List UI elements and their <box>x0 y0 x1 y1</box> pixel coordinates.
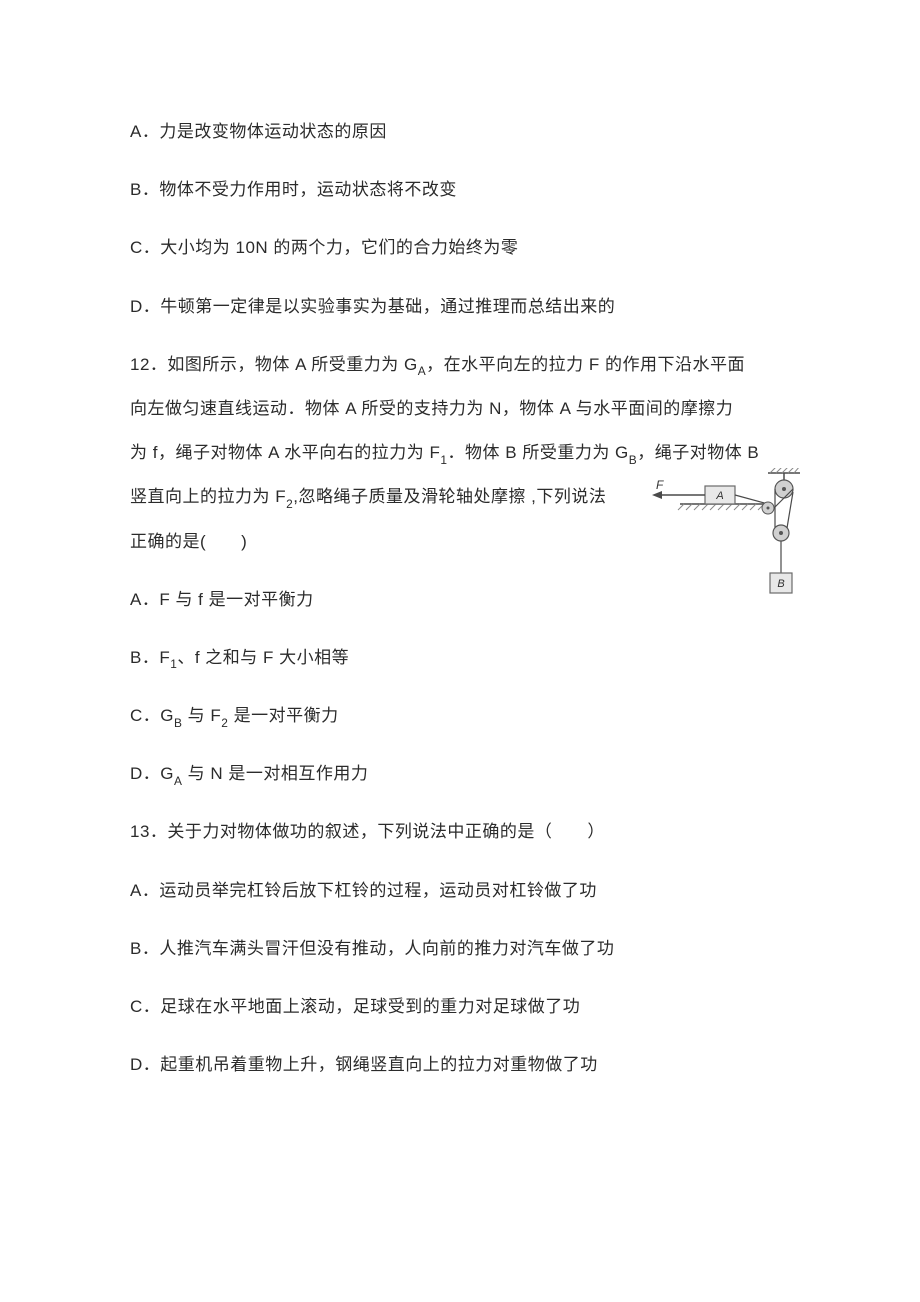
text-fragment: ，绳子对物体 B <box>637 443 759 462</box>
text-fragment: D．G <box>130 764 174 783</box>
subscript: A <box>418 364 426 378</box>
subscript: 1 <box>170 657 177 671</box>
subscript: B <box>629 453 637 467</box>
q12-option-d: D．GA 与 N 是一对相互作用力 <box>130 752 790 796</box>
q13-option-c: C．足球在水平地面上滚动，足球受到的重力对足球做了功 <box>130 985 790 1029</box>
q11-option-a: A．力是改变物体运动状态的原因 <box>130 110 790 154</box>
subscript: A <box>174 774 182 788</box>
q12-option-c: C．GB 与 F2 是一对平衡力 <box>130 694 790 738</box>
text-fragment: ，在水平向左的拉力 F 的作用下沿水平面 <box>426 355 745 374</box>
q11-option-d: D．牛顿第一定律是以实验事实为基础，通过推理而总结出来的 <box>130 285 790 329</box>
q13-stem: 13．关于力对物体做功的叙述，下列说法中正确的是（ ） <box>130 810 790 854</box>
text-fragment: ．物体 B 所受重力为 G <box>448 443 629 462</box>
q12-stem-line1: 12．如图所示，物体 A 所受重力为 GA，在水平向左的拉力 F 的作用下沿水平… <box>130 343 790 387</box>
text-fragment: 与 F <box>182 706 221 725</box>
text-fragment: ,忽略绳子质量及滑轮轴处摩擦 ,下列说法 <box>293 487 606 506</box>
q11-option-c: C．大小均为 10N 的两个力，它们的合力始终为零 <box>130 226 790 270</box>
q11-option-b: B．物体不受力作用时，运动状态将不改变 <box>130 168 790 212</box>
text-fragment: 与 N 是一对相互作用力 <box>182 764 368 783</box>
q13-option-b: B．人推汽车满头冒汗但没有推动，人向前的推力对汽车做了功 <box>130 927 790 971</box>
force-f-label: F <box>656 478 664 492</box>
subscript: 2 <box>286 497 293 511</box>
block-a-label: A <box>715 490 723 502</box>
q12-diagram: A F B <box>650 468 800 608</box>
text-fragment: C．G <box>130 706 174 725</box>
q13-option-a: A．运动员举完杠铃后放下杠铃的过程，运动员对杠铃做了功 <box>130 869 790 913</box>
subscript: 2 <box>221 716 228 730</box>
subscript: 1 <box>440 453 447 467</box>
subscript: B <box>174 716 182 730</box>
q12-option-b: B．F1、f 之和与 F 大小相等 <box>130 636 790 680</box>
q13-option-d: D．起重机吊着重物上升，钢绳竖直向上的拉力对重物做了功 <box>130 1043 790 1087</box>
text-fragment: 、f 之和与 F 大小相等 <box>177 648 349 667</box>
text-fragment: 是一对平衡力 <box>228 706 338 725</box>
q12-stem-line2: 向左做匀速直线运动．物体 A 所受的支持力为 N，物体 A 与水平面间的摩擦力 <box>130 387 790 431</box>
text-fragment: B．F <box>130 648 170 667</box>
text-fragment: 12．如图所示，物体 A 所受重力为 G <box>130 355 418 374</box>
block-b-label: B <box>777 578 784 590</box>
text-fragment: 竖直向上的拉力为 F <box>130 487 286 506</box>
text-fragment: 为 f，绳子对物体 A 水平向右的拉力为 F <box>130 443 440 462</box>
